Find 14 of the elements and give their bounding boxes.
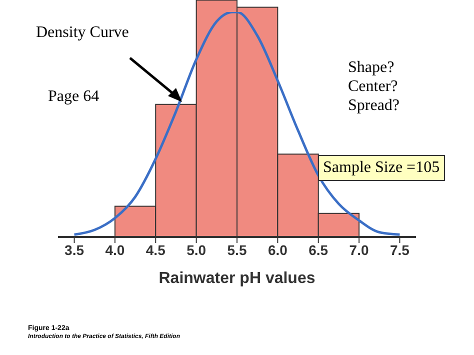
- x-axis-title: Rainwater pH values: [158, 270, 316, 287]
- x-tick-label: 5.0: [186, 242, 206, 258]
- x-tick-label: 4.0: [105, 242, 125, 258]
- x-tick-label: 3.5: [64, 242, 84, 258]
- x-tick-label: 5.5: [227, 242, 247, 258]
- x-tick-label: 7.5: [390, 242, 410, 258]
- x-tick-label: 6.0: [268, 242, 288, 258]
- x-tick-label: 4.5: [146, 242, 166, 258]
- annotation: Density Curve: [36, 24, 129, 42]
- x-tick-label: 6.5: [308, 242, 328, 258]
- annotation: Sample Size =105: [318, 155, 445, 181]
- annotation: Page 64: [48, 88, 100, 106]
- annotation: Shape? Center? Spread?: [348, 58, 400, 115]
- x-tick-label: 7.0: [349, 242, 369, 258]
